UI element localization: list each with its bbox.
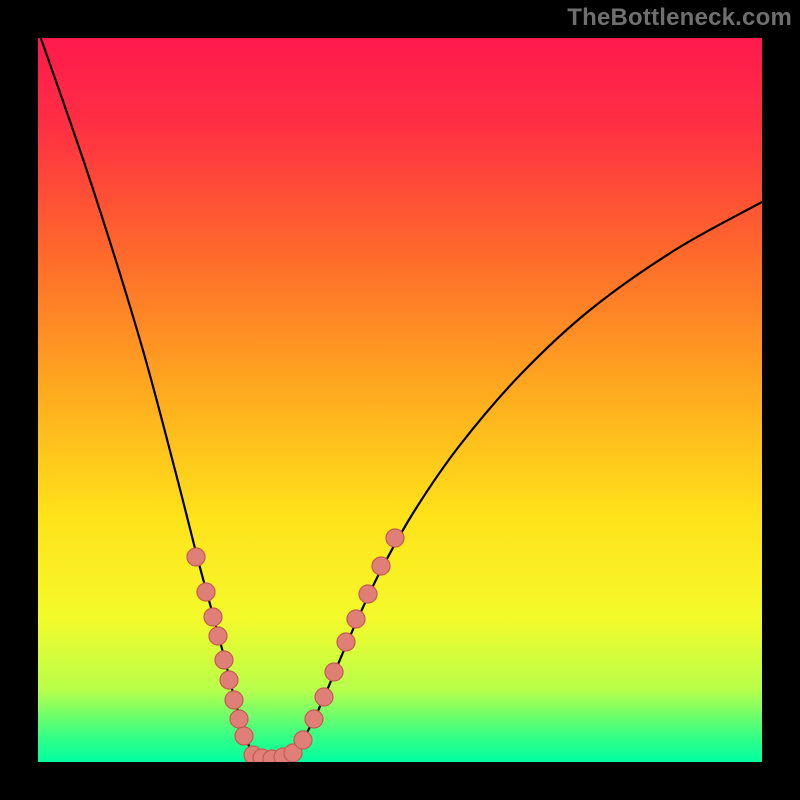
curve-marker: [215, 651, 233, 669]
curve-marker: [294, 731, 312, 749]
curve-marker: [187, 548, 205, 566]
curve-marker: [230, 710, 248, 728]
curve-marker: [235, 727, 253, 745]
curve-marker: [347, 610, 365, 628]
chart-stage: TheBottleneck.com: [0, 0, 800, 800]
bottleneck-chart: [0, 0, 800, 800]
curve-marker: [197, 583, 215, 601]
curve-marker: [325, 663, 343, 681]
curve-marker: [337, 633, 355, 651]
curve-marker: [315, 688, 333, 706]
plot-background: [38, 38, 762, 762]
curve-marker: [305, 710, 323, 728]
curve-marker: [204, 608, 222, 626]
curve-marker: [220, 671, 238, 689]
curve-marker: [372, 557, 390, 575]
curve-marker: [225, 691, 243, 709]
curve-marker: [386, 529, 404, 547]
curve-marker: [209, 627, 227, 645]
curve-marker: [359, 585, 377, 603]
